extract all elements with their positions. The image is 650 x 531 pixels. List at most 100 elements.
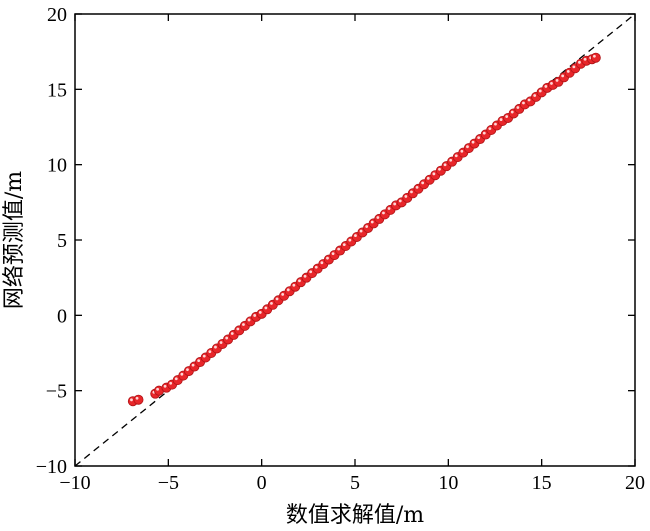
x-tick-label: 0: [257, 472, 267, 494]
data-point-highlight: [544, 85, 548, 88]
y-tick-label: 5: [57, 230, 67, 252]
data-point-highlight: [561, 74, 565, 78]
data-point: [590, 52, 601, 63]
data-point-highlight: [219, 341, 223, 344]
data-point-highlight: [505, 115, 509, 118]
data-point-highlight: [398, 199, 402, 203]
data-point-highlight: [382, 211, 385, 215]
data-point-highlight: [320, 261, 324, 265]
data-point-highlight: [348, 238, 352, 242]
data-point-highlight: [163, 384, 167, 388]
x-tick-label: 20: [625, 472, 645, 494]
data-point-highlight: [174, 377, 178, 381]
data-point-highlight: [443, 163, 447, 167]
data-point-highlight: [264, 306, 268, 310]
x-tick-label: 15: [532, 472, 552, 494]
data-point-highlight: [270, 301, 273, 305]
data-point-highlight: [258, 311, 262, 314]
data-point-highlight: [156, 387, 160, 391]
data-point-highlight: [488, 127, 492, 131]
y-tick-label: 0: [57, 305, 67, 327]
data-point-highlight: [578, 60, 581, 64]
y-tick-label: 20: [47, 4, 67, 26]
data-point-highlight: [533, 94, 537, 97]
data-point-highlight: [566, 69, 570, 73]
y-tick-label: 15: [47, 79, 67, 101]
data-point-highlight: [247, 318, 251, 322]
data-point: [133, 394, 144, 405]
data-point-highlight: [230, 332, 234, 335]
data-point-highlight: [359, 229, 363, 233]
data-point-highlight: [466, 145, 469, 149]
data-point-highlight: [410, 190, 413, 194]
data-point-highlight: [281, 292, 285, 296]
data-point-highlight: [365, 225, 369, 228]
data-point-highlight: [376, 216, 380, 219]
data-point-highlight: [555, 79, 559, 82]
data-point-highlight: [387, 207, 391, 210]
x-tick-label: −10: [59, 472, 90, 494]
data-point-highlight: [454, 154, 458, 158]
data-point-highlight: [449, 158, 453, 162]
data-points-layer: [127, 52, 601, 407]
data-point-highlight: [426, 176, 430, 180]
data-point-highlight: [303, 274, 307, 278]
data-point-highlight: [275, 297, 279, 301]
data-point-highlight: [331, 252, 335, 256]
data-point-highlight: [527, 98, 531, 102]
data-point-highlight: [460, 149, 464, 153]
data-point-highlight: [314, 265, 318, 269]
data-point-highlight: [286, 288, 290, 292]
data-point-highlight: [516, 106, 520, 109]
y-tick-label: −10: [36, 456, 67, 478]
data-point-highlight: [572, 65, 576, 69]
data-point-highlight: [242, 323, 245, 326]
data-point-highlight: [298, 279, 301, 283]
data-point-highlight: [482, 131, 486, 135]
data-point-highlight: [510, 110, 514, 114]
data-point-highlight: [522, 101, 525, 105]
data-point-highlight: [421, 181, 425, 185]
y-tick-label: 10: [47, 155, 67, 177]
x-tick-label: 10: [438, 472, 458, 494]
data-point-highlight: [593, 54, 596, 58]
data-point-highlight: [225, 336, 229, 340]
data-point-highlight: [337, 247, 341, 251]
data-point-highlight: [393, 202, 397, 206]
data-point-highlight: [494, 122, 497, 126]
data-point-highlight: [538, 89, 542, 93]
data-point-highlight: [186, 368, 189, 372]
data-point-highlight: [236, 327, 240, 331]
x-tick-label: −5: [158, 472, 179, 494]
data-point-highlight: [309, 270, 313, 274]
data-point-highlight: [550, 82, 553, 85]
data-point-highlight: [180, 372, 184, 376]
data-point-highlight: [202, 354, 206, 358]
y-tick-label: −5: [46, 381, 67, 403]
data-point-highlight: [342, 243, 346, 247]
data-point-highlight: [432, 172, 436, 176]
data-point-highlight: [214, 345, 217, 349]
data-point-highlight: [292, 283, 296, 287]
x-axis-title: 数值求解值/m: [286, 503, 424, 528]
data-point-highlight: [326, 256, 329, 260]
data-point-highlight: [191, 363, 195, 367]
data-point-highlight: [404, 195, 408, 198]
data-point-highlight: [135, 396, 139, 400]
x-tick-label: 5: [350, 472, 360, 494]
data-point-highlight: [354, 234, 357, 237]
data-point-highlight: [477, 136, 481, 140]
axis-ticks-layer: [74, 13, 636, 467]
data-point-highlight: [208, 350, 212, 353]
data-point-highlight: [130, 398, 133, 402]
data-point-highlight: [438, 167, 441, 171]
data-point-highlight: [370, 220, 374, 224]
data-point-highlight: [253, 314, 257, 317]
data-point-highlight: [471, 140, 475, 144]
data-point-highlight: [197, 359, 201, 363]
data-point-highlight: [415, 185, 419, 189]
data-point-highlight: [169, 381, 173, 385]
y-axis-tick-labels: −10 −5 0 5 10 15 20: [36, 4, 67, 478]
x-axis-tick-labels: −10 −5 0 5 10 15 20: [59, 472, 645, 494]
